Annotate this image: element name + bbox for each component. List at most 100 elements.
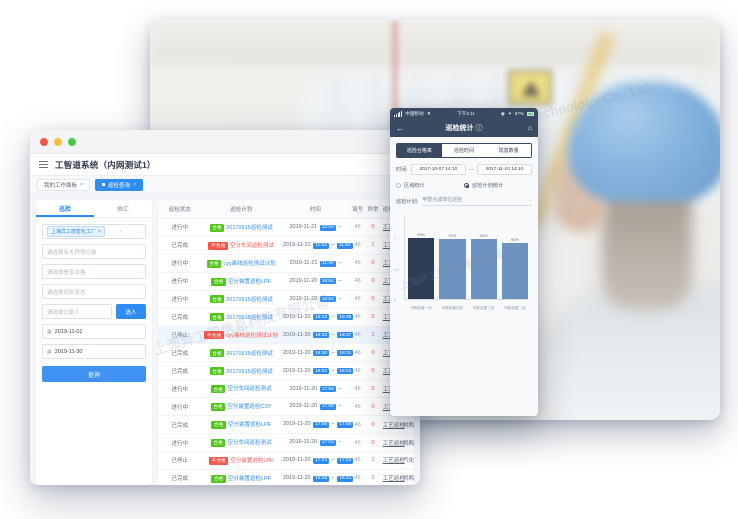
cell-abnormal: 1 <box>365 236 381 255</box>
plan-link[interactable]: 空分装置巡检LPF <box>227 476 272 483</box>
end-date-input[interactable]: ▦ 2019-11-30 <box>42 344 146 359</box>
info-icon[interactable]: ⓘ <box>475 125 483 132</box>
results-table-wrap[interactable]: 巡检状态 巡检计划 时间 填写 异常 巡检类型 区域 进行中合格20170915… <box>158 200 414 485</box>
segmented-control: 巡检合格率 巡检时间 隐患数量 <box>396 143 532 158</box>
back-arrow-icon[interactable]: ← <box>396 123 404 133</box>
plan-link[interactable]: 20170915巡检测试 <box>226 314 273 321</box>
segment-hazard-count[interactable]: 隐患数量 <box>486 144 531 157</box>
plan-link[interactable]: 空分装置巡检CSY <box>227 404 272 411</box>
date-from-input[interactable]: 2017-10-07 14:10 <box>410 164 466 176</box>
plan-link[interactable]: 20170915巡检测试 <box>226 225 273 232</box>
plan-link[interactable]: 空分装置巡检LPF <box>227 422 272 429</box>
hamburger-icon[interactable] <box>39 161 48 168</box>
cell-type: 工艺巡检 <box>380 469 405 485</box>
cell-time: 2019-11-20 16:38 – 16:41 <box>280 469 354 485</box>
qualified-select[interactable]: 请选择是否合格 ⌄ <box>42 264 146 279</box>
chevron-down-icon[interactable]: ⌄ <box>136 268 141 275</box>
chart-y-axis <box>404 216 405 301</box>
cell-area: 气化工段 <box>401 451 414 470</box>
tag-close-icon[interactable]: × <box>98 228 101 235</box>
plan-link[interactable]: cyy离线巡检测试计划 <box>223 261 276 268</box>
home-icon[interactable]: ⌂ <box>527 124 532 132</box>
carrier-label: 中国移动 <box>405 110 424 116</box>
segment-pass-rate[interactable]: 巡检合格率 <box>397 144 442 157</box>
query-button[interactable]: 查询 <box>42 366 146 382</box>
date-to-input[interactable]: 2017-11-10 14:10 <box>476 164 533 176</box>
table-row[interactable]: 已完成 合格 20170915巡检测试 2019-11-20 18:02 – 18:0… <box>158 361 414 381</box>
close-icon[interactable]: × <box>132 181 136 188</box>
plan-link[interactable]: 20170915巡检测试 <box>226 350 273 357</box>
plan-link[interactable]: 空分车间巡检测试 <box>229 243 274 250</box>
plan-link[interactable]: 20170915巡检测试 <box>226 368 273 375</box>
start-date-input[interactable]: ▦ 2019-11-01 <box>42 324 146 339</box>
plan-link[interactable]: 空分车间巡检测试 <box>227 386 272 393</box>
table-row[interactable]: 已停止 不合格 空分装置巡检LPF 2019-11-20 17:03 – 17:04 4… <box>158 451 414 470</box>
plan-link[interactable]: cyy离线巡检测试计划 <box>225 332 279 339</box>
chevron-down-icon[interactable]: ⌄ <box>136 288 141 295</box>
plan-link[interactable]: 空分车间巡检测试 <box>227 440 272 447</box>
time-badge: 17:03 <box>319 439 336 446</box>
table-row[interactable]: 已完成 合格 20170915巡检测试 2019-11-20 18:30 – 18:3… <box>158 343 414 363</box>
field-placeholder: 请选择巡检状态 <box>47 289 86 296</box>
cell-fill: 46 <box>349 397 366 417</box>
time-badge: 18:52 <box>319 296 336 303</box>
chevron-down-icon[interactable]: ⌄ <box>136 228 141 235</box>
table-row[interactable]: 已完成 不合格 空分车间巡检测试 2019-11-21 11:53 – 11:54 46… <box>158 236 414 255</box>
plan-link[interactable]: 空分装置巡检LPF <box>230 458 274 465</box>
table-row[interactable]: 已完成 合格 空分装置巡检LPF 2019-11-20 17:55 – 17:56 46… <box>158 415 414 435</box>
radio-label: 区域统计 <box>404 183 425 190</box>
time-label: 时间: <box>396 167 408 174</box>
cell-plan: 合格 20170915巡检测试 <box>201 290 281 309</box>
chart-bars: 99% 97% 96% 90% <box>408 224 528 300</box>
radio-plan-stat[interactable]: 巡检计划统计 <box>464 182 532 189</box>
inspection-status-select[interactable]: 请选择巡检状态 ⌄ <box>42 284 146 299</box>
chart-bar <box>470 239 497 300</box>
select-person-button[interactable]: 选人 <box>116 304 146 319</box>
start-date-value: 2019-11-01 <box>54 328 83 335</box>
tab-dot-icon <box>101 183 105 186</box>
plan-link[interactable]: 空分装置巡检LPF <box>227 278 272 285</box>
sidebar-tab-summary[interactable]: 抽汇 <box>116 207 129 213</box>
table-row[interactable]: 进行中 合格 空分车间巡检测试 2019-11-20 17:03 –46 0 工艺巡检 鸭鸭 <box>158 433 414 452</box>
date-separator: — <box>468 166 474 173</box>
cell-status: 进行中 <box>158 433 202 452</box>
abnormal-record-select[interactable]: 请选择有无异常记录 ⌄ <box>42 244 146 259</box>
org-select[interactable]: 上海异工南智化工厂 × × ⌄ <box>42 224 146 239</box>
tab-inspection-query[interactable]: 巡检查询 × <box>94 178 143 191</box>
table-row[interactable]: 已完成 合格 空分装置巡检LPF 2019-11-20 16:38 – 16:41 46… <box>158 469 414 485</box>
table-row[interactable]: 已完成 合格 20170915巡检测试 2019-11-20 18:18 – 18:3… <box>158 308 414 327</box>
bar-value-label: 96% <box>479 232 488 238</box>
time-badge: 16:41 <box>337 475 354 482</box>
battery-icon <box>527 111 534 116</box>
sidebar-tab-inspection[interactable]: 巡检 <box>36 200 94 217</box>
photo-worker-right-body <box>550 288 720 420</box>
maximize-button[interactable] <box>68 137 76 146</box>
cell-plan: 合格 20170915巡检测试 <box>201 308 281 327</box>
recorder-input[interactable]: 请选择记录人 <box>42 304 112 319</box>
clear-icon[interactable]: × <box>119 228 123 235</box>
segment-inspection-time[interactable]: 巡检时间 <box>441 144 487 157</box>
wifi-icon: ▼ <box>426 111 432 116</box>
org-tag: 上海异工南智化工厂 × <box>47 226 105 237</box>
close-icon[interactable]: × <box>80 181 83 188</box>
plan-value-field[interactable]: 甲醇合成岗位巡检 × <box>422 196 532 207</box>
results-table: 巡检状态 巡检计划 时间 填写 异常 巡检类型 区域 进行中合格20170915… <box>158 200 414 485</box>
chart-x-label: 甲醇装置四班 <box>441 306 464 311</box>
cell-abnormal: 0 <box>365 290 381 309</box>
table-row[interactable]: 已停止 不合格 cyy离线巡检测试计划 2019-11-20 18:35 – 18:3… <box>158 326 414 345</box>
close-button[interactable] <box>40 137 48 146</box>
minimize-button[interactable] <box>54 137 62 146</box>
plan-link[interactable]: 20170915巡检测试 <box>226 296 273 303</box>
clear-icon[interactable]: × <box>529 198 532 204</box>
radio-area-stat[interactable]: 区域统计 <box>396 182 464 189</box>
bluetooth-icon: ✦ <box>507 110 512 116</box>
time-badge: 18:35 <box>313 332 330 339</box>
chevron-down-icon[interactable]: ⌄ <box>136 248 141 255</box>
tab-my-workbench[interactable]: 我的工作面板 × <box>37 178 90 191</box>
